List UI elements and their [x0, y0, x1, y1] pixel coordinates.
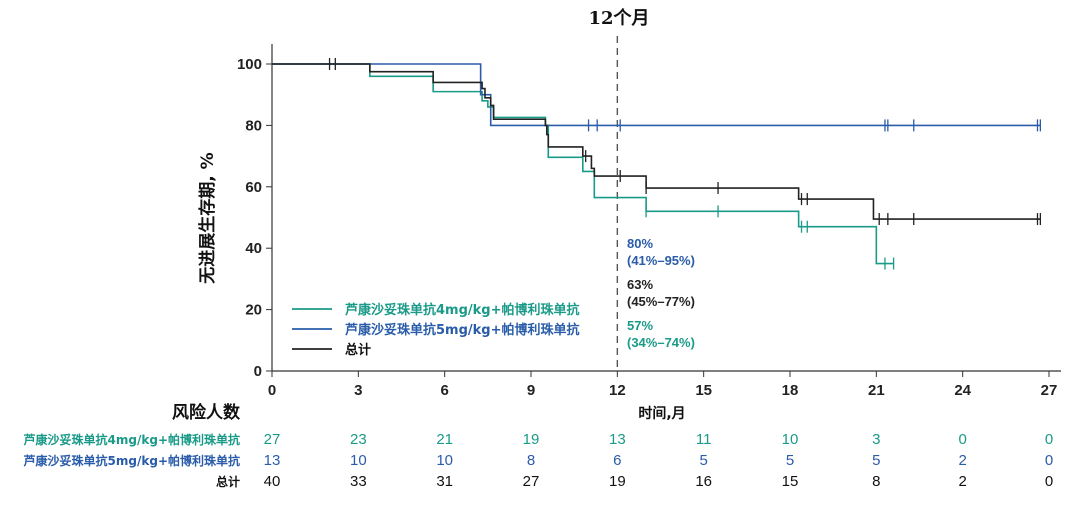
x-tick-label: 24: [954, 382, 971, 399]
risk-table-title: 风险人数: [172, 402, 241, 423]
x-tick-label: 12: [609, 382, 626, 399]
risk-value: 19: [523, 431, 540, 448]
risk-value: 10: [436, 452, 453, 469]
risk-value: 2: [958, 473, 966, 490]
km-curve-1: [272, 63, 1041, 127]
risk-value: 40: [264, 473, 281, 490]
risk-value: 11: [696, 431, 712, 448]
risk-value: 10: [350, 452, 367, 469]
y-tick-label: 100: [237, 56, 262, 73]
legend-label: 芦康沙妥珠单抗4mg/kg+帕博利珠单抗: [345, 302, 580, 318]
annotation-value: 63%: [627, 277, 653, 292]
risk-value: 8: [527, 452, 535, 469]
risk-value: 27: [523, 473, 540, 490]
km-curve-2: [272, 63, 1041, 220]
y-tick-label: 80: [245, 117, 262, 134]
risk-value: 3: [872, 431, 880, 448]
risk-value: 0: [1045, 473, 1053, 490]
risk-value: 5: [699, 452, 707, 469]
x-tick-label: 0: [268, 382, 276, 399]
risk-value: 0: [958, 431, 966, 448]
risk-value: 15: [782, 473, 799, 490]
risk-value: 27: [264, 431, 281, 448]
risk-value: 6: [613, 452, 621, 469]
km-curve-0: [272, 63, 894, 265]
risk-value: 23: [350, 431, 367, 448]
y-tick-label: 40: [245, 240, 262, 257]
y-axis-label: 无进展生存期, %: [197, 152, 218, 284]
risk-value: 13: [609, 431, 626, 448]
risk-row-label: 芦康沙妥珠单抗4mg/kg+帕博利珠单抗: [24, 432, 240, 447]
risk-value: 0: [1045, 452, 1053, 469]
x-tick-label: 15: [695, 382, 712, 399]
risk-value: 10: [782, 431, 799, 448]
x-tick-label: 6: [440, 382, 448, 399]
risk-row-label: 总计: [216, 474, 240, 489]
risk-value: 8: [872, 473, 880, 490]
annotation-ci: (34%–74%): [627, 335, 695, 350]
risk-value: 5: [872, 452, 880, 469]
chart-title: 12个月: [588, 7, 649, 29]
legend-label: 芦康沙妥珠单抗5mg/kg+帕博利珠单抗: [345, 322, 580, 338]
risk-value: 13: [264, 452, 281, 469]
annotation-value: 57%: [627, 318, 653, 333]
annotation-ci: (45%–77%): [627, 294, 695, 309]
y-tick-label: 60: [245, 179, 262, 196]
x-tick-label: 18: [782, 382, 799, 399]
annotation-value: 80%: [627, 236, 653, 251]
risk-value: 31: [436, 473, 453, 490]
risk-value: 33: [350, 473, 367, 490]
risk-value: 2: [958, 452, 966, 469]
risk-value: 16: [695, 473, 712, 490]
x-axis-label: 时间,月: [638, 405, 685, 422]
x-tick-label: 21: [868, 382, 885, 399]
risk-value: 5: [786, 452, 794, 469]
risk-value: 0: [1045, 431, 1053, 448]
risk-value: 21: [436, 431, 453, 448]
x-tick-label: 27: [1041, 382, 1058, 399]
x-tick-label: 3: [354, 382, 362, 399]
legend-label: 总计: [345, 342, 371, 358]
risk-value: 19: [609, 473, 626, 490]
annotation-ci: (41%–95%): [627, 253, 695, 268]
risk-row-label: 芦康沙妥珠单抗5mg/kg+帕博利珠单抗: [24, 453, 240, 468]
y-tick-label: 0: [254, 363, 262, 380]
x-tick-label: 9: [527, 382, 535, 399]
y-tick-label: 20: [245, 302, 262, 319]
